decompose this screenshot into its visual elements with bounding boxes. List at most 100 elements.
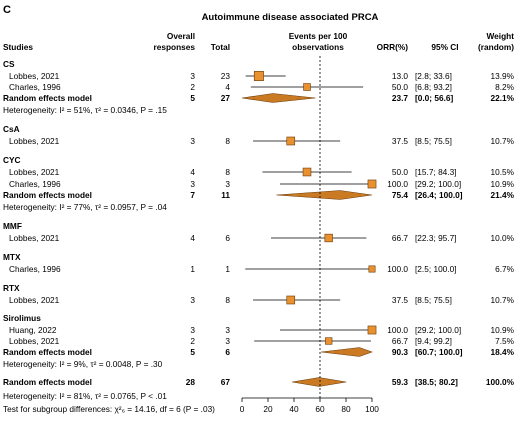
group-mtx-study-1-label: Charles, 1996 xyxy=(9,264,61,274)
group-cs-summary-orr: 23.7 xyxy=(391,93,408,103)
group-sirolimus-summary-diamond xyxy=(320,347,373,357)
x-tick-label-80: 80 xyxy=(341,404,351,414)
group-rtx-heading: RTX xyxy=(3,283,20,293)
group-cyc-summary-orr: 75.4 xyxy=(391,190,408,200)
group-cyc-summary-responses: 7 xyxy=(190,190,195,200)
group-cs-summary-label: Random effects model xyxy=(3,93,92,103)
group-mtx-study-1-weight: 6.7% xyxy=(495,264,514,274)
group-sirolimus-study-2-orr: 66.7 xyxy=(391,336,408,346)
group-sirolimus-study-1-total: 3 xyxy=(225,325,230,335)
overall-summary-orr: 59.3 xyxy=(391,377,408,387)
group-sirolimus-study-1-label: Huang, 2022 xyxy=(9,325,57,335)
header-total: Total xyxy=(210,42,230,52)
group-cyc-study-1-total: 8 xyxy=(225,167,230,177)
group-cs-study-1-weight: 13.9% xyxy=(490,71,514,81)
group-cyc-study-2-total: 3 xyxy=(225,179,230,189)
group-mtx-study-1-total: 1 xyxy=(225,264,230,274)
group-mmf-study-1-weight: 10.0% xyxy=(490,233,514,243)
group-sirolimus-summary-label: Random effects model xyxy=(3,347,92,357)
header-orr: ORR(%) xyxy=(376,42,408,52)
group-cs-summary-ci: [0.0; 56.6] xyxy=(415,93,454,103)
group-mtx-study-1-responses: 1 xyxy=(190,264,195,274)
group-cyc-summary-label: Random effects model xyxy=(3,190,92,200)
group-cs-summary-diamond xyxy=(241,93,316,103)
group-cyc-study-2-ci: [29.2; 100.0] xyxy=(415,179,462,189)
x-tick-label-100: 100 xyxy=(365,404,379,414)
header-overall-line2: responses xyxy=(153,42,195,52)
group-mtx-heading: MTX xyxy=(3,252,21,262)
x-tick-label-0: 0 xyxy=(239,404,245,414)
group-sirolimus-study-1-point-box xyxy=(367,325,377,335)
group-cyc-summary-weight: 21.4% xyxy=(490,190,514,200)
group-mmf-study-1-point-box xyxy=(324,233,333,243)
group-csa-heading: CsA xyxy=(3,124,20,134)
group-cs-study-1-orr: 13.0 xyxy=(391,71,408,81)
group-rtx-study-1-ci: [8.5; 75.5] xyxy=(415,295,452,305)
group-sirolimus-study-2-point-box xyxy=(325,337,333,345)
group-sirolimus-study-2-responses: 2 xyxy=(190,336,195,346)
x-tick-label-40: 40 xyxy=(289,404,299,414)
x-tick-label-60: 60 xyxy=(315,404,325,414)
header-ci: 95% CI xyxy=(431,42,459,52)
group-mmf-study-1-responses: 4 xyxy=(190,233,195,243)
group-rtx-study-1-label: Lobbes, 2021 xyxy=(9,295,60,305)
header-weight-line1: Weight xyxy=(486,31,515,41)
group-csa-study-1-point-box xyxy=(286,136,296,146)
overall-summary-label: Random effects model xyxy=(3,377,92,387)
group-csa-study-1-weight: 10.7% xyxy=(490,136,514,146)
group-csa-study-1-responses: 3 xyxy=(190,136,195,146)
group-mtx-study-1-orr: 100.0 xyxy=(387,264,408,274)
group-csa-study-1-label: Lobbes, 2021 xyxy=(9,136,60,146)
group-sirolimus-heterogeneity: Heterogeneity: I² = 9%, τ² = 0.0048, P =… xyxy=(3,359,163,369)
group-cs-summary-responses: 5 xyxy=(190,93,195,103)
group-cyc-study-1-orr: 50.0 xyxy=(391,167,408,177)
group-cyc-study-2-label: Charles, 1996 xyxy=(9,179,61,189)
subgroup-test: Test for subgroup differences: χ²₆ = 14.… xyxy=(3,404,215,414)
group-cyc-study-2-responses: 3 xyxy=(190,179,195,189)
group-cyc-study-1-label: Lobbes, 2021 xyxy=(9,167,60,177)
group-cyc-study-2-weight: 10.9% xyxy=(490,179,514,189)
header-studies: Studies xyxy=(3,42,33,52)
overall-summary-responses: 28 xyxy=(185,377,195,387)
group-cyc-heading: CYC xyxy=(3,155,21,165)
group-rtx-study-1-responses: 3 xyxy=(190,295,195,305)
group-cs-study-2-total: 4 xyxy=(225,82,230,92)
group-sirolimus-summary-ci: [60.7; 100.0] xyxy=(415,347,463,357)
group-cs-study-1-point-box xyxy=(253,71,264,81)
group-mmf-study-1-label: Lobbes, 2021 xyxy=(9,233,60,243)
x-tick-label-20: 20 xyxy=(263,404,273,414)
group-csa-study-1-orr: 37.5 xyxy=(391,136,408,146)
overall-summary-ci: [38.5; 80.2] xyxy=(415,377,458,387)
group-mmf-study-1-orr: 66.7 xyxy=(391,233,408,243)
group-cyc-study-1-ci: [15.7; 84.3] xyxy=(415,167,457,177)
group-rtx-study-1-weight: 10.7% xyxy=(490,295,514,305)
header-weight-line2: (random) xyxy=(478,42,514,52)
group-sirolimus-summary-total: 6 xyxy=(225,347,230,357)
group-cs-study-2-point-box xyxy=(303,83,311,91)
group-cs-summary-weight: 22.1% xyxy=(490,93,514,103)
group-mmf-heading: MMF xyxy=(3,221,22,231)
group-sirolimus-study-1-orr: 100.0 xyxy=(387,325,408,335)
overall-heterogeneity: Heterogeneity: I² = 81%, τ² = 0.0765, P … xyxy=(3,391,167,401)
group-cs-study-2-orr: 50.0 xyxy=(391,82,408,92)
group-cs-heading: CS xyxy=(3,59,15,69)
group-csa-study-1-total: 8 xyxy=(225,136,230,146)
group-cs-summary-total: 27 xyxy=(220,93,230,103)
group-cs-heterogeneity: Heterogeneity: I² = 51%, τ² = 0.0346, P … xyxy=(3,105,167,115)
panel-letter: C xyxy=(3,4,11,16)
group-cs-study-2-responses: 2 xyxy=(190,82,195,92)
group-sirolimus-study-1-weight: 10.9% xyxy=(490,325,514,335)
overall-summary-diamond xyxy=(292,377,347,387)
group-sirolimus-summary-orr: 90.3 xyxy=(391,347,408,357)
group-cyc-study-1-responses: 4 xyxy=(190,167,195,177)
group-mmf-study-1-total: 6 xyxy=(225,233,230,243)
group-mtx-study-1-point-box xyxy=(368,265,376,273)
group-cs-study-1-responses: 3 xyxy=(190,71,195,81)
group-sirolimus-study-2-label: Lobbes, 2021 xyxy=(9,336,60,346)
group-cs-study-2-label: Charles, 1996 xyxy=(9,82,61,92)
group-cs-study-1-total: 23 xyxy=(220,71,230,81)
group-sirolimus-study-2-weight: 7.5% xyxy=(495,336,514,346)
group-cyc-summary-total: 11 xyxy=(221,190,230,200)
